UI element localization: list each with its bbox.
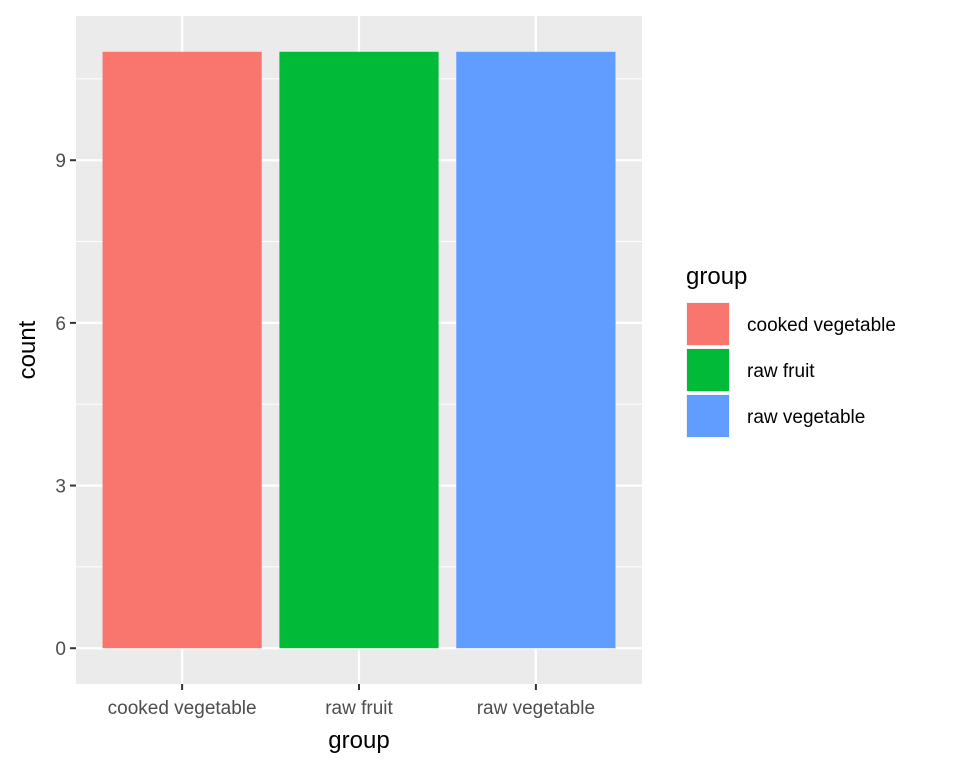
x-axis: cooked vegetable raw fruit raw vegetable	[108, 684, 595, 719]
bar-raw-fruit	[279, 51, 439, 649]
bars	[102, 51, 616, 649]
x-tick-label: cooked vegetable	[108, 698, 257, 719]
y-tick-label: 0	[55, 639, 66, 660]
legend: group cooked vegetable raw fruit raw veget…	[686, 263, 896, 438]
legend-title: group	[686, 263, 747, 290]
legend-label: raw vegetable	[747, 407, 865, 428]
legend-swatch	[687, 395, 729, 437]
bar-cooked-vegetable	[102, 51, 262, 649]
legend-swatch	[687, 349, 729, 391]
y-axis: 0 3 6 9	[55, 151, 76, 660]
x-tick-label: raw fruit	[325, 698, 393, 719]
legend-label: cooked vegetable	[747, 315, 896, 336]
y-tick-label: 6	[55, 314, 66, 335]
y-tick-label: 3	[55, 477, 66, 498]
y-axis-title: count	[14, 320, 41, 379]
bar-raw-vegetable	[456, 51, 616, 649]
x-tick-label: raw vegetable	[477, 698, 595, 719]
x-axis-title: group	[328, 727, 389, 754]
legend-swatch	[687, 303, 729, 345]
legend-label: raw fruit	[747, 361, 815, 382]
y-tick-label: 9	[55, 151, 66, 172]
